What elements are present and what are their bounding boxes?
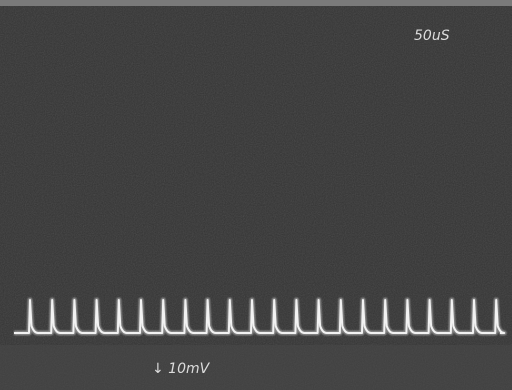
oscilloscope-screen: 50uS ↓ 10mV: [0, 0, 512, 390]
timebase-label: 50uS: [414, 28, 450, 44]
top-edge: [0, 0, 512, 6]
page: 50uS ↓ 10mV (() => { const data = JSON.p…: [0, 0, 512, 390]
scale-label: ↓ 10mV: [152, 361, 211, 377]
bottom-band: [0, 345, 512, 390]
